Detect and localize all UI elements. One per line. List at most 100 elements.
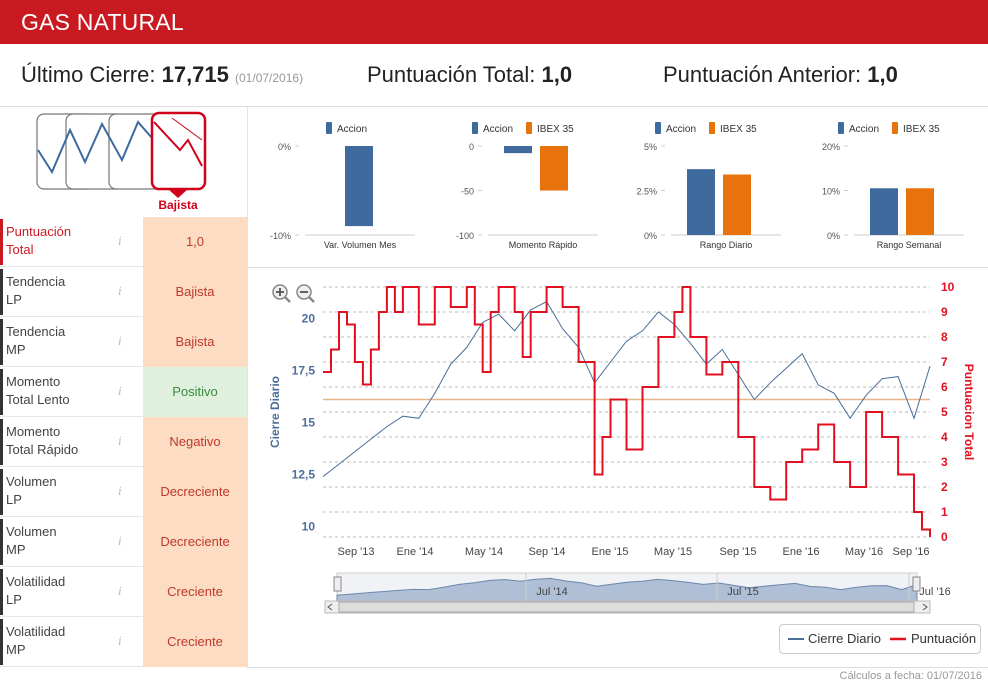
legend-close-label[interactable]: Cierre Diario [808,631,881,646]
bar-accion [504,146,532,154]
prev-score-value: 1,0 [867,62,898,87]
trend-selector[interactable]: Bajista [30,110,215,215]
y-tick-label: 20% [822,142,840,152]
y-tick-label: 5% [644,142,657,152]
footer-date: Cálculos a fecha: 01/07/2016 [839,670,983,682]
row-marker [0,219,3,265]
y-right-tick-label: 9 [941,305,948,319]
trend-thumb-selected-guide [171,117,203,141]
indicator-label-line1: Tendencia [6,274,66,289]
zoom-controls [272,284,315,303]
trend-selected-label: Bajista [158,198,198,212]
navigator-left-handle[interactable] [333,576,342,592]
indicator-label-line1: Momento [6,424,61,439]
info-icon[interactable]: i [118,333,122,348]
y-tick-label: 0% [278,142,291,152]
navigator-right-handle[interactable] [912,576,921,592]
legend-swatch [838,122,844,134]
trend-thumb-selected-line [153,121,203,167]
row-separator [0,266,143,267]
last-close-label: Último Cierre: [21,62,156,87]
indicator-label: Puntuación Total [6,223,71,259]
range-navigator[interactable]: Jul '14 Jul '15 Jul '16 [333,572,951,602]
y-right-tick-label: 10 [941,280,955,294]
total-score: Puntuación Total: 1,0 [367,62,572,88]
legend-swatch [655,122,661,134]
indicator-value: 1,0 [143,217,247,267]
row-marker [0,269,3,315]
indicator-row[interactable]: Tendencia LP i Bajista [0,267,247,317]
indicator-label-line2: LP [6,492,22,507]
indicator-value: Bajista [143,267,247,317]
indicator-label-line2: MP [6,642,26,657]
divider [0,106,988,107]
info-icon[interactable]: i [118,533,122,548]
mini-chart-legend: Accion IBEX 35 [472,122,574,135]
indicator-label: Momento Total Lento [6,373,70,409]
scroll-right-icon[interactable] [922,603,928,611]
x-tick-label: Ene '14 [397,546,434,558]
x-axis-label: Var. Volumen Mes [324,240,397,250]
x-tick-label: May '14 [465,546,503,558]
info-icon[interactable]: i [118,233,122,248]
legend-swatch [526,122,532,134]
info-icon[interactable]: i [118,433,122,448]
y-left-tick-label: 17,5 [292,363,316,377]
info-icon[interactable]: i [118,483,122,498]
chart-legend[interactable]: Cierre Diario Puntuación [779,624,981,654]
row-separator [0,666,143,667]
info-icon[interactable]: i [118,633,122,648]
scrollbar-thumb[interactable] [338,601,915,613]
mini-bar-charts: Accion 0% -10% Var. Volumen Mes Accion IBEX 3… [270,122,964,250]
mini-chart-legend: Accion IBEX 35 [838,122,940,135]
navigator-scrollbar[interactable] [324,600,931,614]
y-right-tick-label: 5 [941,405,948,419]
navigator-area [336,577,918,602]
scroll-left-icon[interactable] [327,603,333,611]
indicator-label-line1: Puntuación [6,224,72,239]
info-icon[interactable]: i [118,583,122,598]
y-right-tick-label: 8 [941,330,948,344]
indicator-row[interactable]: Momento Total Lento i Positivo [0,367,247,417]
indicator-label-line2: MP [6,542,26,557]
y-right-axis-title: Puntuacion Total [962,364,976,460]
series-cierre-diario [322,300,931,477]
legend-swatch [709,122,715,134]
indicator-row[interactable]: Momento Total Rápido i Negativo [0,417,247,467]
indicator-value: Positivo [143,367,247,417]
x-tick-label: Sep '15 [720,546,757,558]
row-marker [0,369,3,415]
bar-accion [687,169,715,235]
selected-pointer-icon [168,189,188,198]
bar-ibex-35 [723,174,751,235]
zoom-in-icon[interactable] [272,284,291,303]
x-tick-label: Sep '16 [893,546,930,558]
row-marker [0,619,3,665]
total-score-label: Puntuación Total: [367,62,536,87]
y-tick-label: -50 [461,187,474,197]
y-tick-label: 0% [827,231,840,241]
indicator-label: Tendencia MP [6,323,65,359]
legend-score-label[interactable]: Puntuación [911,631,976,646]
zoom-out-icon[interactable] [296,284,315,303]
info-icon[interactable]: i [118,283,122,298]
indicator-label-line1: Momento [6,374,61,389]
mini-chart: Accion IBEX 35 5% 2.5% 0% Rango Diario [636,122,781,250]
navigator-label: Jul '16 [919,586,950,598]
info-icon[interactable]: i [118,383,122,398]
prev-score-label: Puntuación Anterior: [663,62,862,87]
row-marker [0,319,3,365]
indicator-row[interactable]: Tendencia MP i Bajista [0,317,247,367]
indicator-row[interactable]: Puntuación Total i 1,0 [0,217,247,267]
indicator-row[interactable]: Volumen MP i Decreciente [0,517,247,567]
row-marker [0,469,3,515]
indicator-label: Volatilidad LP [6,573,65,609]
trend-thumb-selected[interactable] [150,111,207,191]
indicator-value: Creciente [143,567,247,617]
indicator-row[interactable]: Volumen LP i Decreciente [0,467,247,517]
indicator-row[interactable]: Volatilidad LP i Creciente [0,567,247,617]
row-separator [0,316,143,317]
indicator-row[interactable]: Volatilidad MP i Creciente [0,617,247,667]
x-axis-label: Rango Semanal [877,240,942,250]
